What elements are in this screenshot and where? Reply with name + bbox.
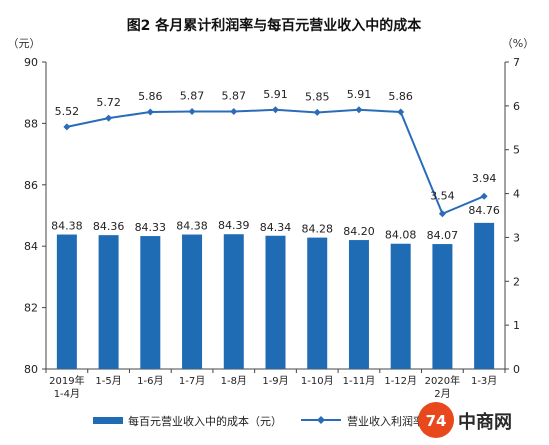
bar-labels: 84.38 84.36 84.33 84.38 84.39 84.34 84.28 84.20… <box>51 204 500 242</box>
watermark-logo-icon <box>418 402 454 438</box>
right-axis-unit: （%） <box>502 37 534 50</box>
line-series <box>63 106 488 218</box>
watermark: 74 中商网 <box>418 402 512 438</box>
bar-data-label: 84.38 <box>51 220 83 233</box>
line-data-label: 5.85 <box>305 90 330 103</box>
bar <box>307 237 328 369</box>
bar <box>432 244 453 369</box>
bar-data-label: 84.20 <box>343 225 375 238</box>
legend-bar-swatch <box>93 417 123 424</box>
category-label: 1-8月 <box>221 375 247 387</box>
bar-data-label: 84.28 <box>301 223 333 236</box>
line-data-label: 5.87 <box>180 90 205 103</box>
bar <box>265 235 286 369</box>
category-label: 1-5月 <box>95 375 121 387</box>
bar <box>474 222 495 369</box>
line-marker <box>105 114 113 122</box>
right-axis-tick-label: 5 <box>513 144 520 157</box>
left-axis-unit: （元） <box>8 37 41 50</box>
category-label: 1-11月 <box>343 375 376 387</box>
watermark-text: 中商网 <box>458 411 512 433</box>
line-marker <box>146 108 154 116</box>
line-data-label: 5.91 <box>263 88 288 101</box>
line-data-label: 5.86 <box>138 90 163 103</box>
bar <box>56 234 77 369</box>
line-marker <box>355 106 363 114</box>
category-label: 1-9月 <box>262 375 288 387</box>
bar <box>182 234 203 369</box>
right-axis-tick-label: 2 <box>513 275 520 288</box>
bar <box>140 236 161 369</box>
bar-data-label: 84.76 <box>468 204 500 217</box>
line-marker <box>272 106 279 114</box>
bar-data-label: 84.39 <box>218 219 250 232</box>
line-marker <box>63 123 71 131</box>
right-axis-tick-label: 7 <box>513 56 520 69</box>
category-label: 2019年 <box>49 374 84 387</box>
bar-series <box>56 222 495 369</box>
line-data-label: 5.91 <box>347 88 372 101</box>
left-axis-tick-label: 88 <box>24 117 38 130</box>
bar <box>348 240 369 369</box>
bar <box>223 234 244 369</box>
legend: 每百元营业收入中的成本（元） 营业收入利润率（%） <box>93 414 456 428</box>
category-label: 2月 <box>434 388 450 400</box>
left-axis-tick-label: 84 <box>24 240 38 253</box>
line-labels: 5.52 5.72 5.86 5.87 5.87 5.91 5.85 5.91 5.86 3.54… <box>55 88 497 203</box>
legend-bar-label: 每百元营业收入中的成本（元） <box>128 414 282 428</box>
bar-data-label: 84.38 <box>176 220 208 233</box>
legend-line-marker <box>317 416 325 424</box>
right-axis-tick-label: 6 <box>513 100 520 113</box>
left-axis-tick-label: 86 <box>24 179 38 192</box>
bar-data-label: 84.07 <box>427 229 459 242</box>
category-label: 1-12月 <box>384 375 417 387</box>
bar-data-label: 84.33 <box>135 221 167 234</box>
line-data-label: 5.52 <box>55 105 80 118</box>
right-axis-tick-label: 1 <box>513 319 520 332</box>
left-axis-tick-label: 90 <box>24 56 38 69</box>
category-label: 1-6月 <box>137 375 163 387</box>
bar-data-label: 84.34 <box>260 221 292 234</box>
line-data-label: 5.86 <box>388 90 413 103</box>
line-data-label: 5.87 <box>222 90 247 103</box>
line-data-label: 3.94 <box>472 172 497 185</box>
chart-title: 图2 各月累计利润率与每百元营业收入中的成本 <box>127 17 423 34</box>
category-label: 2020年 <box>425 374 460 387</box>
line-marker <box>188 108 196 116</box>
right-axis-tick-label: 4 <box>513 188 520 201</box>
category-label: 1-3月 <box>471 375 497 387</box>
line-path <box>66 108 485 216</box>
left-axis-tick-label: 80 <box>24 363 38 376</box>
bar <box>98 235 119 369</box>
bar-data-label: 84.36 <box>93 220 125 233</box>
left-axis-tick-label: 82 <box>24 302 38 315</box>
category-label: 1-10月 <box>301 375 334 387</box>
line-data-label: 3.54 <box>430 190 455 203</box>
line-marker <box>438 210 446 218</box>
line-marker <box>397 108 405 116</box>
right-axis-tick-label: 0 <box>513 363 520 376</box>
line-marker <box>480 192 488 200</box>
category-label: 1-7月 <box>179 375 205 387</box>
line-data-label: 5.72 <box>96 96 121 109</box>
watermark-logo-text: 74 <box>426 412 447 430</box>
axes: 80 82 84 86 88 90 0 1 2 3 4 5 6 7 <box>24 56 520 376</box>
bar <box>390 243 411 369</box>
right-axis-tick-label: 3 <box>513 231 520 244</box>
category-label: 1-4月 <box>54 388 80 400</box>
bar-data-label: 84.08 <box>385 229 417 242</box>
line-marker <box>313 108 321 116</box>
line-marker <box>230 108 238 116</box>
